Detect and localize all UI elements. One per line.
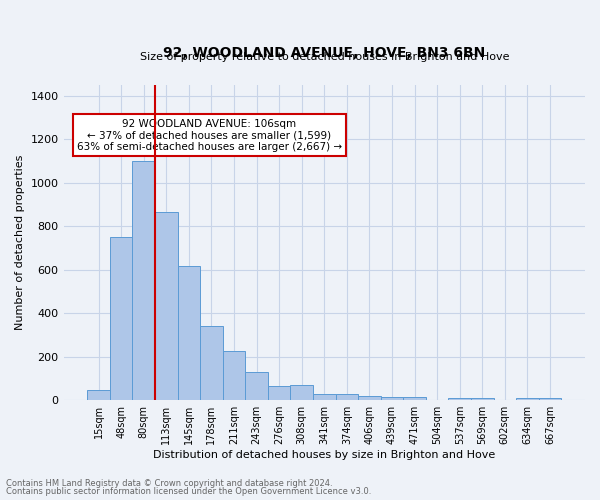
Bar [268,386,290,400]
Text: Contains HM Land Registry data © Crown copyright and database right 2024.: Contains HM Land Registry data © Crown c… [6,478,332,488]
Bar [381,397,403,400]
Title: Size of property relative to detached houses in Brighton and Hove: Size of property relative to detached ho… [140,52,509,62]
Text: Contains public sector information licensed under the Open Government Licence v3: Contains public sector information licen… [6,487,371,496]
Bar [87,390,110,400]
Bar [539,398,561,400]
Bar [516,398,539,400]
Bar [403,397,426,400]
Bar [110,237,133,400]
X-axis label: Distribution of detached houses by size in Brighton and Hove: Distribution of detached houses by size … [153,450,496,460]
Bar [200,326,223,400]
Bar [471,398,494,400]
Bar [245,372,268,400]
Bar [155,212,178,400]
Bar [178,266,200,400]
Bar [335,394,358,400]
Bar [448,398,471,400]
Bar [133,161,155,400]
Bar [358,396,381,400]
Text: 92 WOODLAND AVENUE: 106sqm
← 37% of detached houses are smaller (1,599)
63% of s: 92 WOODLAND AVENUE: 106sqm ← 37% of deta… [77,118,342,152]
Bar [313,394,335,400]
Text: 92, WOODLAND AVENUE, HOVE, BN3 6BN: 92, WOODLAND AVENUE, HOVE, BN3 6BN [163,46,485,60]
Bar [290,386,313,400]
Bar [223,350,245,400]
Y-axis label: Number of detached properties: Number of detached properties [15,155,25,330]
